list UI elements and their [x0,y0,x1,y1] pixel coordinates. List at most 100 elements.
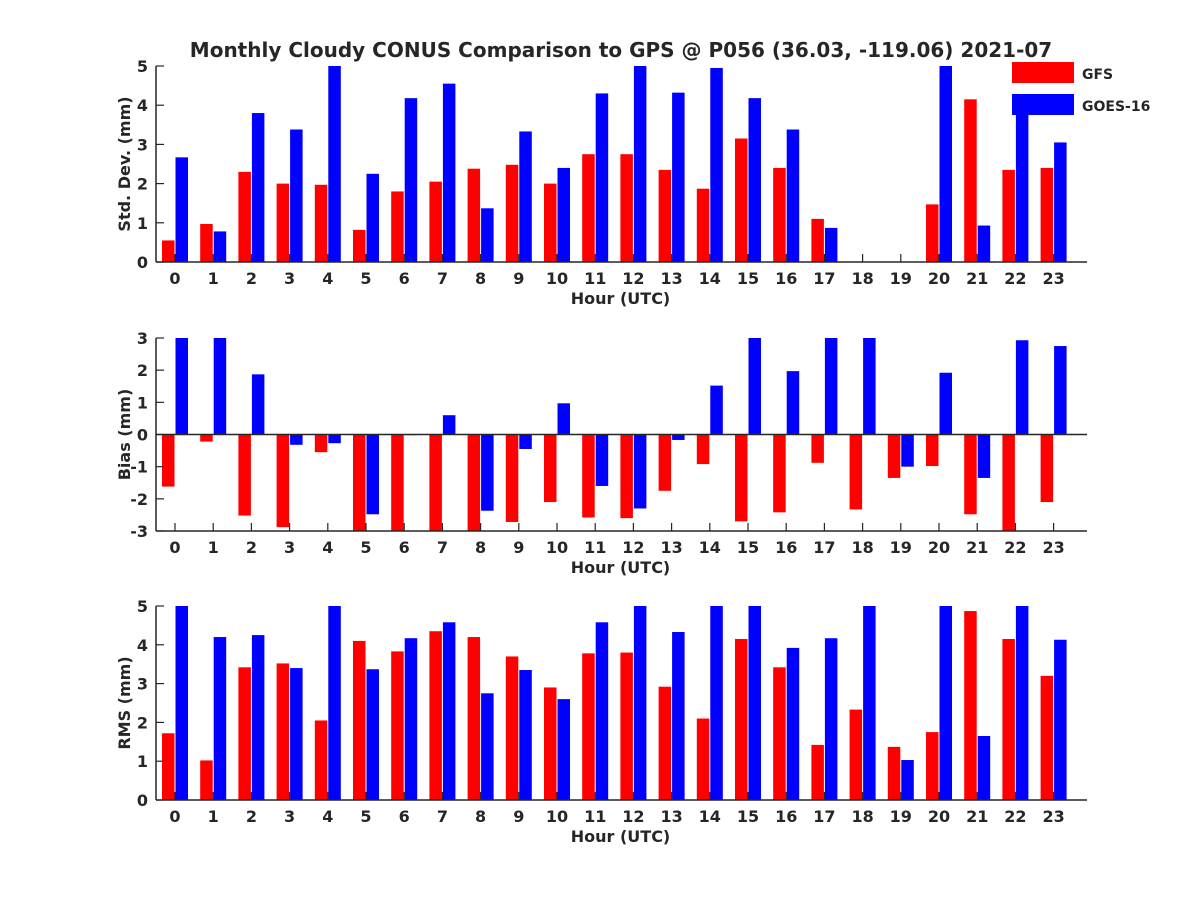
bar-goes-16-hour-12 [633,606,647,800]
bar-goes-16-hour-8 [481,208,494,262]
x-tick-label: 12 [622,807,644,826]
bar-goes-16-hour-16 [786,129,800,262]
bar-gfs-hour-12 [620,652,633,800]
bar-gfs-hour-8 [467,168,481,262]
x-tick-label: 16 [775,538,797,557]
bar-gfs-hour-2 [238,171,251,262]
x-tick-label: 4 [322,538,333,557]
x-tick-label: 9 [513,269,524,288]
bar-goes-16-hour-14 [710,385,723,435]
x-tick-label: 14 [699,807,721,826]
x-tick-label: 18 [851,538,873,557]
bar-gfs-hour-7 [429,181,442,262]
bar-gfs-hour-20 [926,732,939,800]
bar-goes-16-hour-11 [595,622,609,800]
bar-goes-16-hour-4 [328,434,341,444]
bar-goes-16-hour-21 [977,434,991,478]
x-tick-label: 18 [851,807,873,826]
bar-goes-16-hour-18 [863,338,876,435]
x-tick-label: 9 [513,538,524,557]
bar-gfs-hour-1 [200,223,213,262]
x-tick-label: 19 [890,807,912,826]
bar-goes-16-hour-23 [1054,639,1067,800]
bar-goes-16-hour-22 [1015,95,1029,263]
bar-gfs-hour-10 [544,434,557,503]
bar-goes-16-hour-16 [786,647,800,800]
bar-goes-16-hour-9 [519,434,532,449]
bar-goes-16-hour-9 [519,131,532,262]
series-gfs-bars [162,611,1054,800]
y-axis-label: Std. Dev. (mm) [115,96,134,231]
x-tick-label: 3 [284,269,295,288]
x-tick-label: 19 [890,538,912,557]
x-tick-label: 0 [169,807,180,826]
bar-gfs-hour-10 [544,183,557,262]
x-tick-label: 5 [360,269,371,288]
bar-gfs-hour-6 [391,651,404,800]
bar-goes-16-hour-1 [213,637,227,800]
bar-goes-16-hour-5 [366,434,379,515]
y-tick-label: 2 [137,175,148,194]
bar-goes-16-hour-13 [672,631,685,800]
y-tick-label: 1 [137,214,148,233]
x-tick-label: 6 [399,807,410,826]
bar-gfs-hour-17 [811,744,824,800]
x-tick-label: 12 [622,269,644,288]
bar-goes-16-hour-11 [595,434,609,486]
bar-goes-16-hour-0 [175,606,188,800]
x-tick-label: 6 [399,269,410,288]
bar-gfs-hour-4 [314,434,328,453]
bar-gfs-hour-23 [1040,167,1054,262]
y-tick-label: -2 [130,490,148,509]
x-tick-label: 22 [1004,538,1026,557]
chart-title: Monthly Cloudy CONUS Comparison to GPS @… [190,38,1052,62]
bar-goes-16-hour-17 [824,338,838,435]
bar-gfs-hour-12 [620,154,633,262]
y-tick-label: 0 [137,426,148,445]
x-tick-label: 23 [1042,807,1064,826]
series-goes-16-bars [175,66,1067,263]
x-tick-label: 1 [208,269,219,288]
x-tick-label: 22 [1004,807,1026,826]
bar-goes-16-hour-2 [251,113,265,262]
bar-goes-16-hour-21 [977,735,991,800]
bar-goes-16-hour-13 [672,434,685,440]
x-tick-label: 21 [966,538,988,557]
x-tick-label: 23 [1042,538,1064,557]
bar-gfs-hour-21 [964,99,977,262]
bar-gfs-hour-3 [276,434,290,528]
y-tick-label: 2 [137,361,148,380]
bar-gfs-hour-5 [353,640,366,800]
x-tick-label: 21 [966,807,988,826]
bar-goes-16-hour-5 [366,669,379,800]
bar-gfs-hour-7 [429,434,442,531]
series-goes-16-bars [175,606,1067,800]
bar-goes-16-hour-3 [290,668,303,800]
bar-gfs-hour-9 [505,164,519,262]
x-tick-label: 1 [208,807,219,826]
bar-goes-16-hour-12 [633,434,647,509]
y-tick-label: -1 [130,458,148,477]
x-tick-label: 19 [890,269,912,288]
bar-goes-16-hour-14 [710,67,723,263]
bar-goes-16-hour-0 [175,157,188,262]
bar-goes-16-hour-0 [175,338,188,435]
bar-goes-16-hour-15 [748,338,761,435]
bar-gfs-hour-2 [238,667,251,800]
bar-goes-16-hour-4 [328,66,341,262]
x-tick-label: 18 [851,269,873,288]
bar-gfs-hour-1 [200,760,213,800]
bar-goes-16-hour-23 [1054,346,1067,435]
y-tick-label: 1 [137,393,148,412]
bar-goes-16-hour-15 [748,98,761,262]
x-tick-label: 9 [513,807,524,826]
bar-goes-16-hour-7 [442,83,456,262]
bar-goes-16-hour-7 [442,622,456,800]
x-tick-label: 16 [775,269,797,288]
x-tick-label: 0 [169,538,180,557]
bar-gfs-hour-3 [276,663,290,800]
bar-gfs-hour-22 [1002,169,1015,262]
